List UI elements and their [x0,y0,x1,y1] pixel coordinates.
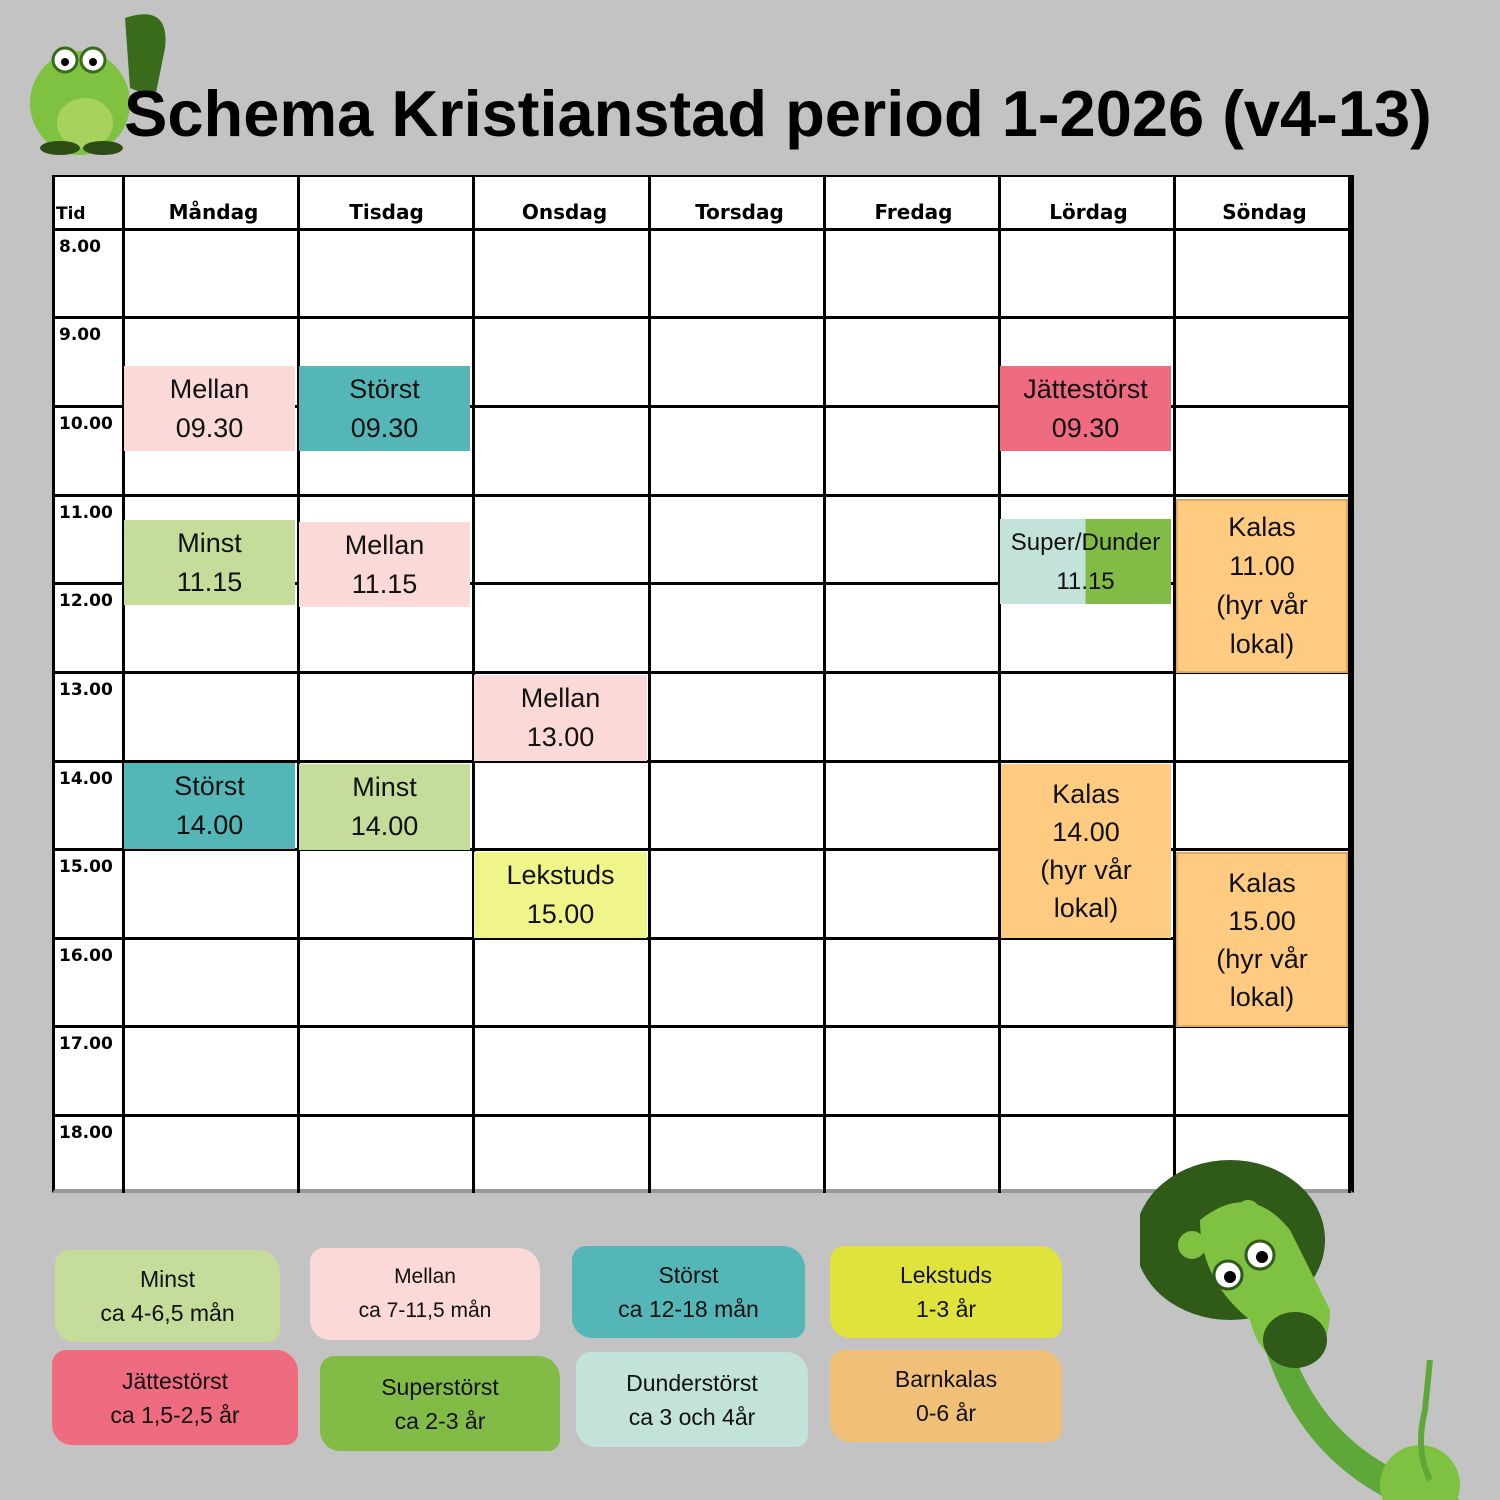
header-time: Tid [56,204,86,224]
time-label: 18.00 [59,1123,113,1143]
header-day: Onsdag [521,200,608,224]
legend-minst: Minst ca 4-6,5 mån [55,1250,280,1342]
event-storst-monday[interactable]: Störst 14.00 [124,763,295,849]
legend-jattestorst: Jättestörst ca 1,5-2,5 år [52,1350,298,1445]
header-day: Lördag [1049,200,1128,224]
header-day: Söndag [1222,200,1307,224]
time-label: 15.00 [59,857,113,877]
event-kalas-sunday-15[interactable]: Kalas 15.00 (hyr vår lokal) [1176,852,1348,1027]
event-mellan-wednesday[interactable]: Mellan 13.00 [474,675,647,761]
schedule-table [52,175,1354,1193]
event-storst-tuesday[interactable]: Störst 09.30 [299,366,470,451]
event-mellan-monday[interactable]: Mellan 09.30 [124,366,295,451]
time-label: 17.00 [59,1034,113,1054]
time-label: 8.00 [59,237,101,257]
time-label: 10.00 [59,414,113,434]
time-label: 12.00 [59,591,113,611]
event-mellan-tuesday[interactable]: Mellan 11.15 [299,522,470,607]
legend-barnkalas: Barnkalas 0-6 år [830,1350,1062,1442]
page-title: Schema Kristianstad period 1-2026 (v4-13… [124,77,1432,150]
time-label: 13.00 [59,680,113,700]
header-day: Tisdag [349,200,424,224]
event-kalas-sunday-11[interactable]: Kalas 11.00 (hyr vår lokal) [1176,499,1348,673]
frog-mascot-icon [30,14,166,155]
header-day: Fredag [874,200,953,224]
event-minst-monday[interactable]: Minst 11.15 [124,520,295,605]
legend-superstorst: Superstörst ca 2-3 år [320,1356,560,1451]
lion-mascot-icon [1140,1160,1460,1500]
event-kalas-saturday[interactable]: Kalas 14.00 (hyr vår lokal) [1001,764,1171,938]
time-label: 9.00 [59,325,101,345]
event-lekstuds-wednesday[interactable]: Lekstuds 15.00 [474,852,647,938]
time-label: 16.00 [59,946,113,966]
legend-storst: Störst ca 12-18 mån [572,1246,805,1338]
legend-lekstuds: Lekstuds 1-3 år [830,1246,1062,1338]
time-label: 14.00 [59,769,113,789]
legend-mellan: Mellan ca 7-11,5 mån [310,1248,540,1340]
header-day: Måndag [168,200,259,224]
event-super-dunder-saturday[interactable]: Super/Dunder 11.15 [1000,519,1171,604]
event-minst-tuesday[interactable]: Minst 14.00 [299,764,470,850]
legend-dunderstorst: Dunderstörst ca 3 och 4år [576,1352,808,1447]
event-jattestorst-saturday[interactable]: Jättestörst 09.30 [1000,366,1171,451]
time-label: 11.00 [59,503,113,523]
header-day: Torsdag [695,200,784,224]
